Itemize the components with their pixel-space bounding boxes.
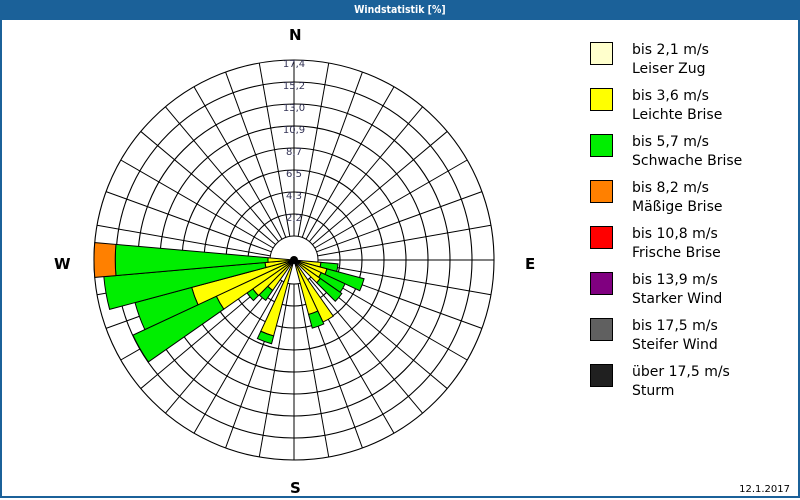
compass-west-label: W <box>54 255 71 273</box>
wind-rose-chart: 2,2 4,3 6,5 8,7 10,9 13,0 15,2 17,4 <box>93 59 495 461</box>
legend-range: bis 8,2 m/s <box>632 180 709 196</box>
wind-sector-segment <box>324 268 365 292</box>
ring-label: 13,0 <box>283 103 305 114</box>
legend-swatch <box>590 88 613 111</box>
legend-swatch <box>590 180 613 203</box>
legend-range: bis 5,7 m/s <box>632 134 709 150</box>
wind-sector-segment <box>132 295 225 363</box>
wind-sector-segment <box>256 330 275 345</box>
wind-sector-segment <box>93 242 117 278</box>
legend-name: Sturm <box>632 383 675 399</box>
legend-swatch <box>590 42 613 65</box>
legend-swatch <box>590 134 613 157</box>
legend-range: über 17,5 m/s <box>632 364 730 380</box>
compass-south-label: S <box>290 479 301 497</box>
ring-label: 10,9 <box>283 125 305 136</box>
legend-swatch <box>590 272 613 295</box>
legend-swatch <box>590 364 613 387</box>
ring-label: 6,5 <box>286 169 302 180</box>
legend-range: bis 10,8 m/s <box>632 226 718 242</box>
chart-title: Windstatistik [%] <box>354 3 446 16</box>
ring-label: 15,2 <box>283 81 305 92</box>
ring-label: 4,3 <box>286 191 302 202</box>
legend-range: bis 13,9 m/s <box>632 272 718 288</box>
legend-name: Frische Brise <box>632 245 721 261</box>
wind-sector-segment <box>307 310 325 329</box>
ring-label: 2,2 <box>286 213 302 224</box>
legend-swatch <box>590 318 613 341</box>
compass-north-label: N <box>289 26 302 44</box>
legend-name: Leichte Brise <box>632 107 723 123</box>
legend-name: Leiser Zug <box>632 61 706 77</box>
date-label: 12.1.2017 <box>739 484 790 495</box>
legend-range: bis 2,1 m/s <box>632 42 709 58</box>
legend-name: Steifer Wind <box>632 337 718 353</box>
legend-range: bis 3,6 m/s <box>632 88 709 104</box>
title-bar: Windstatistik [%] <box>0 0 800 20</box>
legend-name: Mäßige Brise <box>632 199 723 215</box>
wind-sector-segment <box>315 277 343 302</box>
legend-swatch <box>590 226 613 249</box>
legend-range: bis 17,5 m/s <box>632 318 718 334</box>
legend-name: Starker Wind <box>632 291 723 307</box>
ring-label: 8,7 <box>286 147 302 158</box>
compass-east-label: E <box>525 255 536 273</box>
legend-name: Schwache Brise <box>632 153 743 169</box>
ring-label: 17,4 <box>283 59 305 70</box>
